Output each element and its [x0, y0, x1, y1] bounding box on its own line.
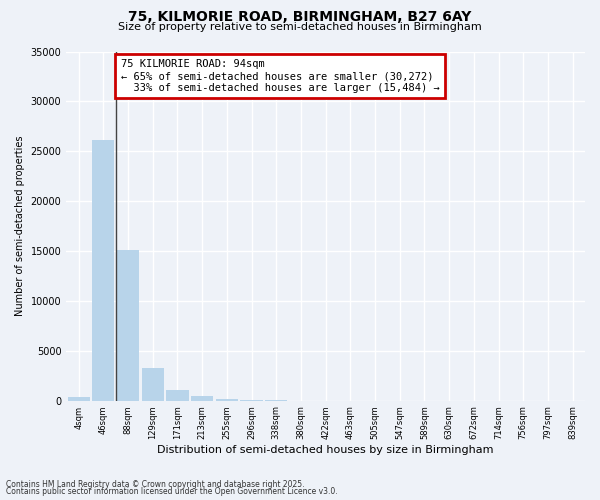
Text: Contains HM Land Registry data © Crown copyright and database right 2025.: Contains HM Land Registry data © Crown c…: [6, 480, 305, 489]
Bar: [92, 140, 115, 400]
X-axis label: Distribution of semi-detached houses by size in Birmingham: Distribution of semi-detached houses by …: [157, 445, 494, 455]
Bar: [142, 368, 164, 400]
Text: Size of property relative to semi-detached houses in Birmingham: Size of property relative to semi-detach…: [118, 22, 482, 32]
Text: 75, KILMORIE ROAD, BIRMINGHAM, B27 6AY: 75, KILMORIE ROAD, BIRMINGHAM, B27 6AY: [128, 10, 472, 24]
Text: 75 KILMORIE ROAD: 94sqm
← 65% of semi-detached houses are smaller (30,272)
  33%: 75 KILMORIE ROAD: 94sqm ← 65% of semi-de…: [121, 60, 439, 92]
Bar: [68, 397, 90, 400]
Text: Contains public sector information licensed under the Open Government Licence v3: Contains public sector information licen…: [6, 487, 338, 496]
Bar: [166, 390, 188, 400]
Bar: [191, 396, 213, 400]
Y-axis label: Number of semi-detached properties: Number of semi-detached properties: [15, 136, 25, 316]
Bar: [117, 250, 139, 400]
